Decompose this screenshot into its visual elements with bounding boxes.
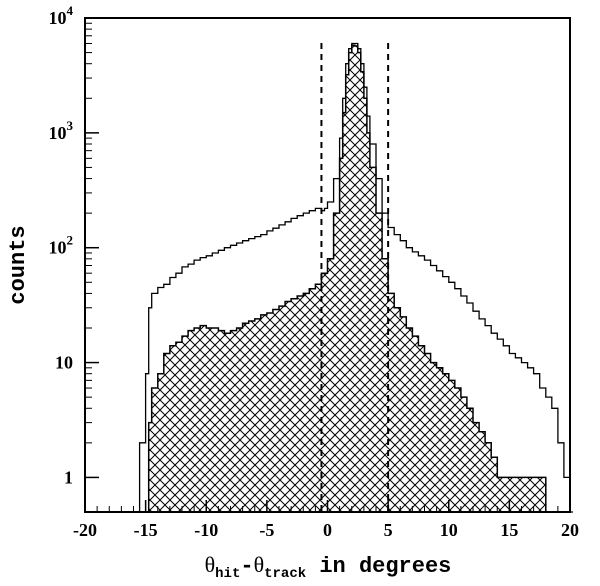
y-axis-ticks: 1 10 102 103 104: [49, 3, 99, 487]
y-tick-label: 1: [64, 467, 73, 487]
x-tick-label: 5: [384, 520, 393, 540]
x-tick-label: 15: [500, 520, 518, 540]
cut-lines: [320, 43, 390, 512]
x-tick-label: 10: [440, 520, 458, 540]
y-tick-label: 10: [55, 353, 73, 373]
x-axis-ticks: -20 -15 -10 -5 0 5 10 15 20: [73, 500, 579, 540]
x-tick-label: 0: [323, 520, 332, 540]
x-title-theta-2: θ: [254, 552, 265, 577]
x-title-theta-1: θ: [205, 552, 216, 577]
y-tick-label: 103: [49, 118, 74, 143]
x-title-suffix: in degrees: [306, 554, 451, 579]
x-axis-title: θhit-θtrack in degrees: [205, 552, 452, 582]
x-tick-label: -20: [73, 520, 97, 540]
y-tick-label: 102: [49, 233, 74, 258]
x-title-dash: -: [240, 554, 253, 579]
y-axis-title: counts: [6, 225, 31, 304]
hatched-histogram-series: [145, 44, 549, 513]
x-tick-label: 20: [561, 520, 579, 540]
x-tick-label: -10: [194, 520, 218, 540]
x-title-sub-1: hit: [215, 566, 240, 582]
histogram-series: [133, 42, 573, 513]
y-tick-label: 104: [49, 3, 74, 28]
x-tick-label: -5: [259, 520, 274, 540]
x-title-sub-2: track: [264, 566, 306, 582]
x-tick-label: -15: [134, 520, 158, 540]
